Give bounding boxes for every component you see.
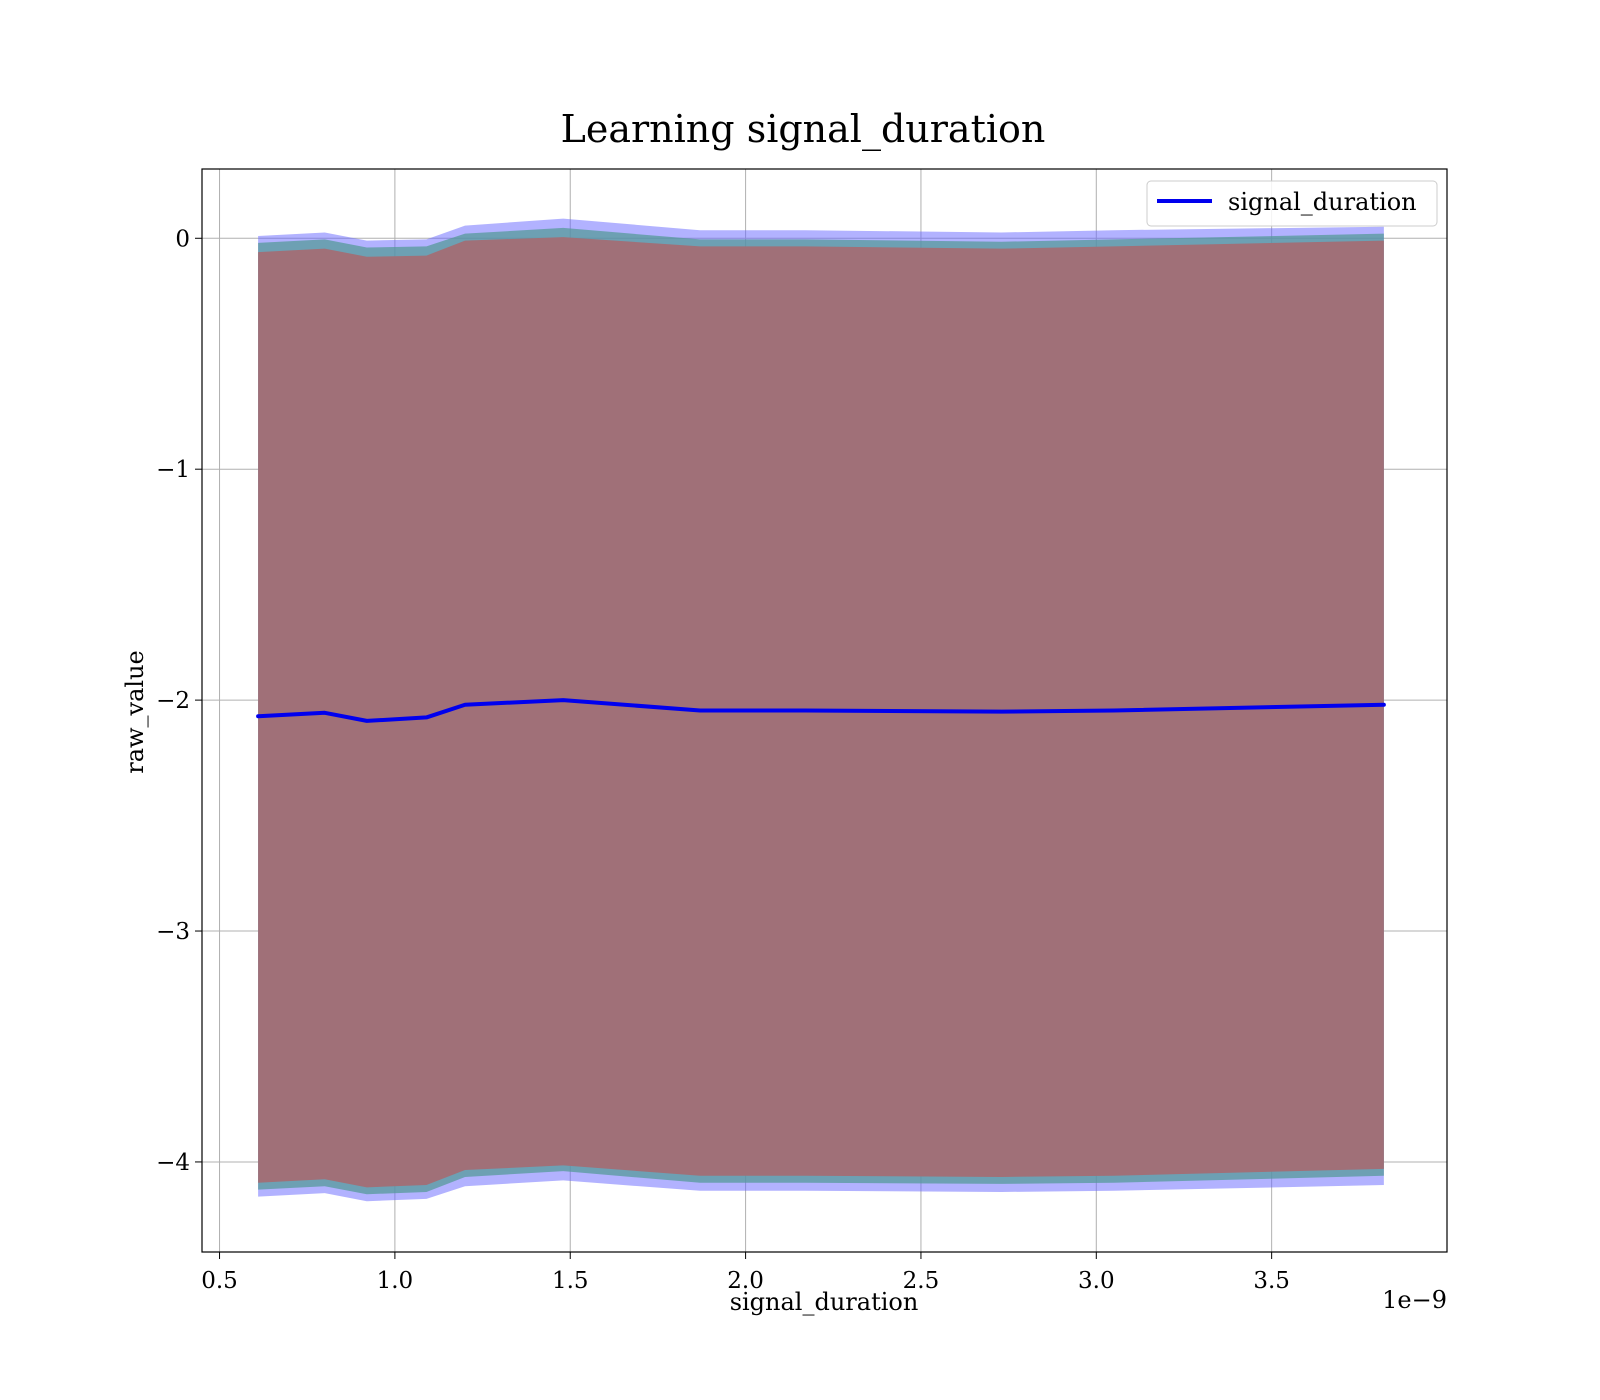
line-layer [256, 698, 1386, 723]
legend-label: signal_duration [1228, 188, 1417, 216]
x-tick-label: 3.5 [1253, 1268, 1290, 1294]
x-tick-label: 2.0 [727, 1268, 764, 1294]
y-tick-label: −3 [156, 919, 190, 945]
series-line-1 [256, 698, 1386, 723]
x-tick-label: 3.0 [1078, 1268, 1115, 1294]
y-tick-label: −4 [156, 1150, 190, 1176]
chart-title: Learning signal_duration [561, 107, 1046, 152]
legend-box [1146, 180, 1438, 227]
x-tick-label: 0.5 [201, 1268, 238, 1294]
y-tick-label: −1 [156, 457, 190, 483]
x-axis-ticks: 0.5 1.0 1.5 2.0 2.5 3.0 3.5 [201, 1252, 1290, 1294]
legend: signal_duration [1146, 180, 1438, 227]
x-tick-label: 1.0 [377, 1268, 414, 1294]
y-axis-label: raw_value [121, 650, 149, 774]
x-tick-label: 1.5 [552, 1268, 589, 1294]
y-tick-label: −2 [156, 688, 190, 714]
x-axis-offset-label: 1e−9 [1382, 1286, 1447, 1314]
y-tick-label: 0 [175, 226, 190, 252]
plot-frame [201, 168, 1448, 1253]
x-tick-label: 2.5 [903, 1268, 940, 1294]
x-axis-label: signal_duration [730, 1288, 919, 1316]
y-axis-ticks: 0 −1 −2 −3 −4 [156, 226, 202, 1176]
